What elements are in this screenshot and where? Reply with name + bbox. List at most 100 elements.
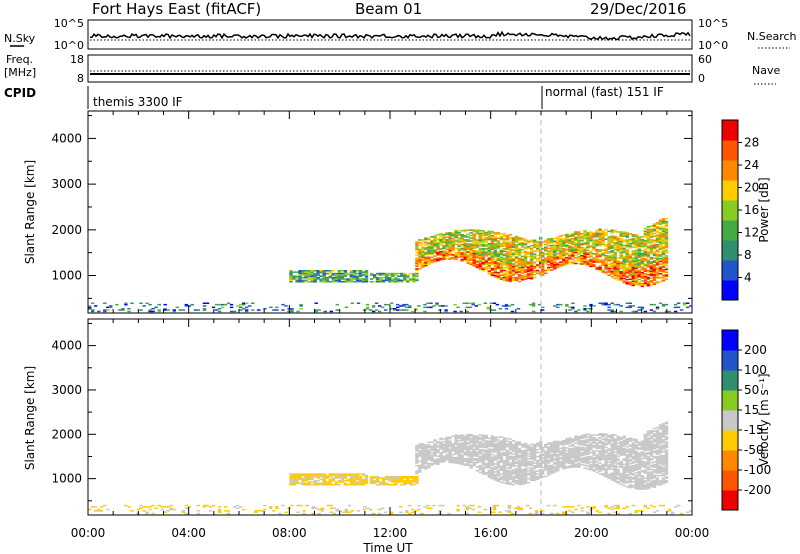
echo-cell xyxy=(637,237,641,239)
echo-cell xyxy=(536,264,540,266)
echo-cell xyxy=(640,484,645,486)
echo-cell xyxy=(583,259,587,262)
echo-cell xyxy=(628,302,632,304)
echo-cell xyxy=(613,255,617,258)
echo-cell xyxy=(349,279,354,282)
echo-cell xyxy=(478,239,482,241)
echo-cell xyxy=(499,442,504,445)
echo-cell xyxy=(415,275,419,277)
echo-cell xyxy=(568,456,572,458)
echo-cell xyxy=(388,476,392,478)
echo-cell xyxy=(508,455,513,458)
echo-cell xyxy=(583,444,587,447)
echo-cell xyxy=(472,451,476,453)
echo-cell xyxy=(517,271,522,273)
echo-cell xyxy=(631,261,635,263)
echo-cell xyxy=(547,468,551,471)
echo-cell xyxy=(316,474,320,477)
echo-cell xyxy=(415,455,419,458)
echo-cell xyxy=(334,278,338,280)
echo-cell xyxy=(634,474,638,477)
echo-cell xyxy=(664,457,669,459)
echo-cell xyxy=(523,461,528,463)
echo-cell xyxy=(322,473,326,475)
echo-cell xyxy=(381,480,386,482)
echo-cell xyxy=(643,464,648,466)
echo-cell xyxy=(661,251,666,253)
echo-cell xyxy=(469,444,473,446)
echo-cell xyxy=(541,259,545,261)
echo-cell xyxy=(484,472,488,474)
echo-cell xyxy=(481,268,485,270)
echo-cell xyxy=(301,272,305,275)
echo-cell xyxy=(375,484,380,486)
echo-cell xyxy=(475,454,479,456)
echo-cell xyxy=(526,274,531,277)
echo-cell xyxy=(604,464,608,466)
echo-cell xyxy=(487,248,491,250)
echo-cell xyxy=(496,240,501,242)
echo-cell xyxy=(568,454,572,457)
echo-cell xyxy=(622,435,626,438)
echo-cell xyxy=(490,468,495,470)
echo-cell xyxy=(514,244,519,246)
echo-cell xyxy=(496,245,501,248)
echo-cell xyxy=(613,455,617,457)
echo-cell xyxy=(559,257,563,259)
echo-cell xyxy=(601,474,605,476)
echo-cell xyxy=(643,481,648,484)
echo-cell xyxy=(649,459,654,461)
echo-cell xyxy=(307,271,311,273)
echo-cell xyxy=(499,466,504,469)
echo-cell xyxy=(556,462,560,464)
echo-cell xyxy=(439,240,443,242)
echo-cell xyxy=(655,246,660,249)
echo-cell xyxy=(571,463,575,466)
echo-cell xyxy=(643,437,648,440)
echo-cell xyxy=(664,477,669,479)
echo-cell xyxy=(622,255,626,258)
echo-cell xyxy=(493,436,498,439)
echo-cell xyxy=(547,466,551,468)
echo-cell xyxy=(313,275,317,277)
echo-cell xyxy=(634,272,638,275)
echo-cell xyxy=(625,268,629,270)
echo-cell xyxy=(616,277,620,280)
echo-cell xyxy=(628,253,632,256)
echo-cell xyxy=(516,308,521,310)
echo-cell xyxy=(481,252,485,254)
echo-cell xyxy=(352,484,357,486)
echo-cell xyxy=(442,254,446,256)
echo-cell xyxy=(469,234,473,237)
echo-cell xyxy=(387,303,391,306)
echo-cell xyxy=(613,273,617,276)
echo-cell xyxy=(469,451,473,453)
echo-cell xyxy=(532,239,537,242)
echo-cell xyxy=(661,432,666,434)
echo-cell xyxy=(493,476,498,478)
echo-cell xyxy=(523,263,528,265)
echo-cell xyxy=(523,266,528,268)
echo-cell xyxy=(631,478,635,480)
echo-cell xyxy=(514,450,519,453)
echo-cell xyxy=(505,273,510,275)
echo-cell xyxy=(505,263,510,266)
echo-cell xyxy=(547,264,551,266)
echo-cell xyxy=(539,242,543,244)
echo-cell xyxy=(646,434,651,437)
echo-cell xyxy=(427,253,431,256)
echo-cell xyxy=(202,506,207,508)
echo-cell xyxy=(508,246,513,248)
echo-cell xyxy=(643,447,648,449)
echo-cell xyxy=(517,264,522,266)
echo-cell xyxy=(508,470,513,472)
echo-cell xyxy=(565,441,569,444)
echo-cell xyxy=(640,271,645,274)
echo-cell xyxy=(361,480,366,482)
echo-cell xyxy=(601,441,605,443)
echo-cell xyxy=(592,246,596,248)
echo-cell xyxy=(610,460,614,463)
echo-cell xyxy=(539,470,543,472)
echo-cell xyxy=(460,234,464,236)
